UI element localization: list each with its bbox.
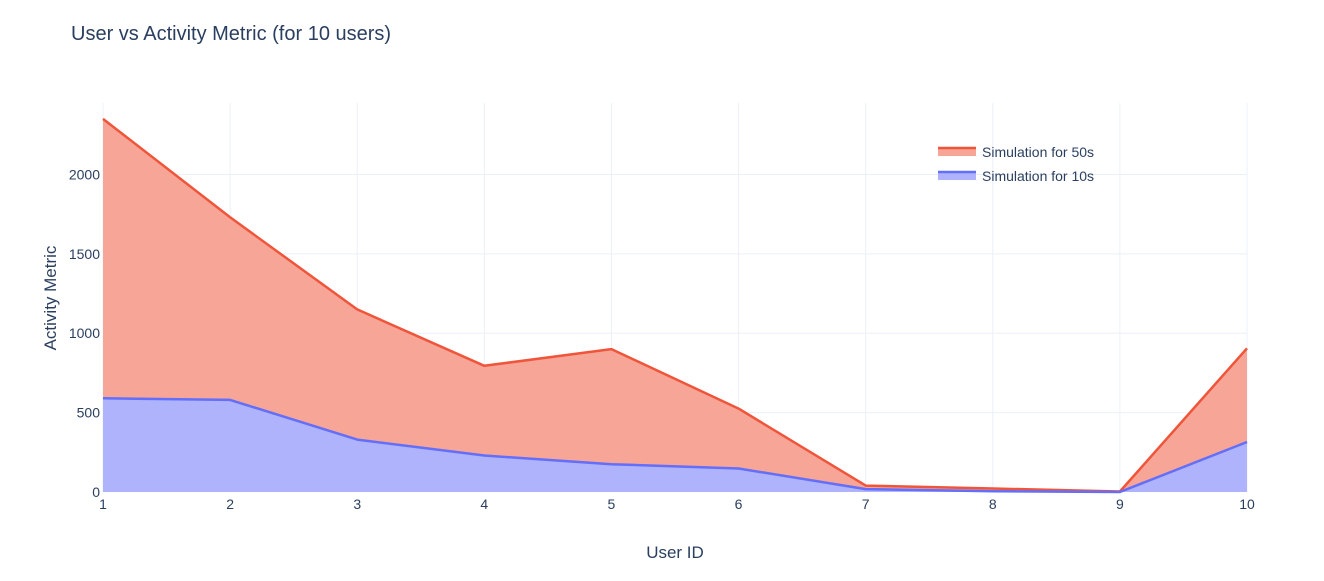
x-tick-label-7: 7 bbox=[862, 496, 870, 512]
y-tick-label-4: 1500 bbox=[69, 246, 100, 262]
y-axis-label: Activity Metric bbox=[41, 245, 60, 350]
x-axis-ticks: 1 2 3 4 5 6 7 8 9 10 bbox=[99, 496, 1255, 512]
x-tick-label-10: 10 bbox=[1239, 496, 1255, 512]
y-tick-label-2: 500 bbox=[77, 405, 101, 421]
legend[interactable]: Simulation for 50s Simulation for 10s bbox=[938, 144, 1094, 184]
x-tick-label-4: 4 bbox=[480, 496, 488, 512]
x-axis-label: User ID bbox=[646, 543, 704, 562]
x-tick-label-8: 8 bbox=[989, 496, 997, 512]
y-tick-label-3: 1000 bbox=[69, 325, 100, 341]
y-tick-label-5: 2000 bbox=[69, 166, 100, 182]
legend-swatch-fill-2 bbox=[938, 172, 976, 180]
legend-label-1: Simulation for 50s bbox=[982, 144, 1094, 160]
x-tick-label-1: 1 bbox=[99, 496, 107, 512]
x-tick-label-9: 9 bbox=[1116, 496, 1124, 512]
legend-label-2: Simulation for 10s bbox=[982, 168, 1094, 184]
series-line-1 bbox=[102, 117, 1248, 493]
x-tick-label-3: 3 bbox=[353, 496, 361, 512]
series-area-2 bbox=[103, 398, 1247, 492]
y-axis-ticks: 0 500 1000 1500 2000 bbox=[69, 166, 100, 500]
plot-area bbox=[102, 117, 1248, 494]
legend-swatch-fill-1 bbox=[938, 148, 976, 156]
y-tick-label-1: 0 bbox=[92, 484, 100, 500]
x-tick-label-2: 2 bbox=[226, 496, 234, 512]
x-tick-label-6: 6 bbox=[735, 496, 743, 512]
chart-title: User vs Activity Metric (for 10 users) bbox=[71, 23, 391, 45]
legend-item-2[interactable]: Simulation for 10s bbox=[938, 168, 1094, 184]
series-area-1 bbox=[103, 118, 1247, 493]
legend-item-1[interactable]: Simulation for 50s bbox=[938, 144, 1094, 160]
series-line-2 bbox=[102, 397, 1248, 494]
x-tick-label-5: 5 bbox=[608, 496, 616, 512]
